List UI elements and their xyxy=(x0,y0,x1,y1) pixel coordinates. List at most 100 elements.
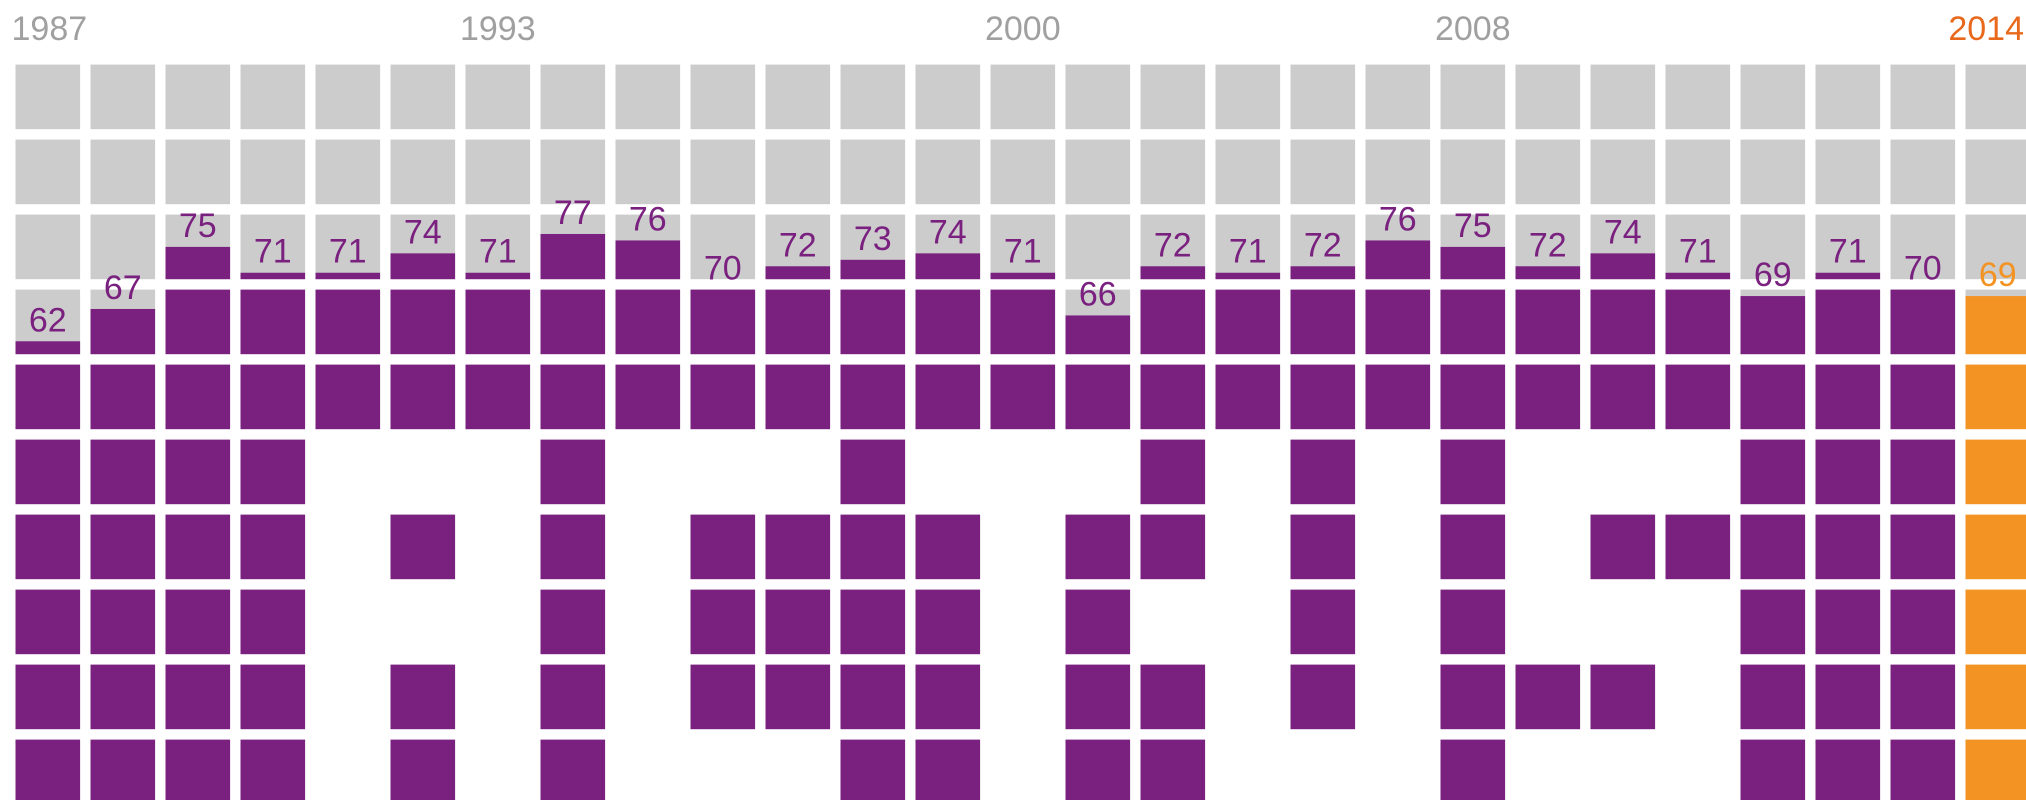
filled-cell xyxy=(1515,364,1581,430)
grid-cell xyxy=(390,64,456,130)
grid-cell xyxy=(1590,64,1656,130)
filled-cell xyxy=(540,664,606,730)
bar xyxy=(465,272,531,280)
filled-cell xyxy=(840,589,906,655)
filled-cell xyxy=(1815,439,1881,505)
filled-cell xyxy=(990,364,1056,430)
grid-cell xyxy=(465,214,531,280)
filled-cell xyxy=(840,439,906,505)
grid-cell xyxy=(540,64,606,130)
value-label: 71 xyxy=(329,233,367,271)
filled-cell xyxy=(1140,364,1206,430)
filled-cell xyxy=(540,514,606,580)
filled-cell xyxy=(1815,514,1881,580)
grid-cell xyxy=(1890,64,1956,130)
grid-cell xyxy=(315,214,381,280)
filled-cell xyxy=(1365,364,1431,430)
filled-cell xyxy=(165,514,231,580)
grid-cell xyxy=(615,64,681,130)
filled-cell xyxy=(540,589,606,655)
filled-cell xyxy=(915,589,981,655)
grid-cell xyxy=(840,64,906,130)
filled-cell xyxy=(990,289,1056,355)
filled-cell xyxy=(1815,364,1881,430)
bar xyxy=(1590,253,1656,280)
bar xyxy=(315,272,381,280)
grid-cell xyxy=(1890,214,1956,280)
filled-cell xyxy=(1290,439,1356,505)
filled-cell xyxy=(1140,439,1206,505)
value-label: 70 xyxy=(704,250,742,288)
grid-cell xyxy=(240,139,306,205)
filled-cell xyxy=(765,664,831,730)
grid-cell xyxy=(1815,214,1881,280)
bar xyxy=(765,266,831,280)
grid-cell xyxy=(1965,139,2026,205)
filled-cell xyxy=(240,289,306,355)
grid-cell xyxy=(690,139,756,205)
filled-cell xyxy=(1065,514,1131,580)
filled-cell xyxy=(240,589,306,655)
grid-cell xyxy=(1590,139,1656,205)
filled-cell xyxy=(615,364,681,430)
filled-cell xyxy=(390,514,456,580)
filled-cell xyxy=(1440,364,1506,430)
filled-cell xyxy=(690,664,756,730)
filled-cell xyxy=(840,514,906,580)
bar xyxy=(1890,289,1956,355)
filled-cell xyxy=(1965,439,2026,505)
filled-cell xyxy=(1440,514,1506,580)
filled-cell xyxy=(1965,589,2026,655)
filled-cell xyxy=(315,364,381,430)
grid-cell xyxy=(1665,214,1731,280)
value-label: 71 xyxy=(1229,233,1267,271)
value-label: 72 xyxy=(1154,226,1192,264)
filled-cell xyxy=(15,364,81,430)
bar xyxy=(15,341,81,355)
filled-cell xyxy=(540,439,606,505)
grid-cell xyxy=(1440,139,1506,205)
grid-cell xyxy=(1440,64,1506,130)
filled-cell xyxy=(1665,364,1731,430)
bar xyxy=(1815,272,1881,280)
value-label: 72 xyxy=(1529,226,1567,264)
value-label: 76 xyxy=(629,200,667,238)
filled-cell xyxy=(1215,289,1281,355)
filled-cell xyxy=(1890,364,1956,430)
filled-cell xyxy=(90,739,156,800)
filled-cell xyxy=(390,739,456,800)
value-label: 67 xyxy=(104,269,142,307)
grid-cell xyxy=(90,214,156,280)
grid-cell xyxy=(1890,139,1956,205)
filled-cell xyxy=(240,514,306,580)
value-label: 71 xyxy=(1679,233,1717,271)
filled-cell xyxy=(1815,589,1881,655)
filled-cell xyxy=(1590,364,1656,430)
grid-cell xyxy=(1065,64,1131,130)
filled-cell xyxy=(15,514,81,580)
grid-cell xyxy=(1215,214,1281,280)
filled-cell xyxy=(915,364,981,430)
filled-cell xyxy=(1290,664,1356,730)
bar xyxy=(1665,272,1731,280)
grid-cell xyxy=(765,139,831,205)
filled-cell xyxy=(1890,589,1956,655)
bar xyxy=(390,253,456,280)
filled-cell xyxy=(1740,589,1806,655)
filled-cell xyxy=(1140,289,1206,355)
value-label: 69 xyxy=(1979,256,2017,294)
filled-cell xyxy=(90,364,156,430)
filled-cell xyxy=(1740,439,1806,505)
x-tick-label: 2008 xyxy=(1435,10,1511,48)
grid-cell xyxy=(915,64,981,130)
value-label: 69 xyxy=(1754,256,1792,294)
filled-cell xyxy=(1965,664,2026,730)
filled-cell xyxy=(165,364,231,430)
grid-cell xyxy=(990,214,1056,280)
grid-cell xyxy=(1140,139,1206,205)
value-label: 72 xyxy=(779,226,817,264)
filled-cell xyxy=(1440,589,1506,655)
filled-cell xyxy=(15,589,81,655)
filled-cell xyxy=(90,664,156,730)
grid-cell xyxy=(765,64,831,130)
